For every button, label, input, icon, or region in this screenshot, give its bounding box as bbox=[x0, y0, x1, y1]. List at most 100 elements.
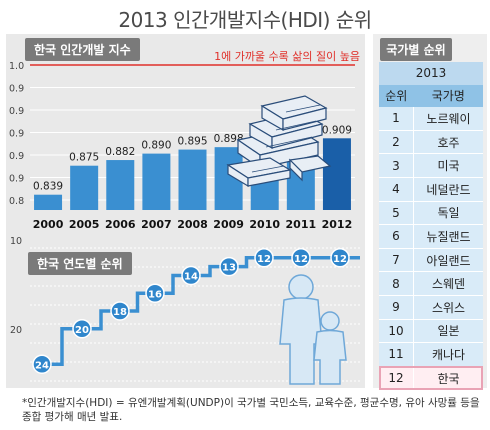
table-cell-rank: 6 bbox=[379, 224, 414, 249]
table-cell-country: 일본 bbox=[437, 324, 460, 339]
rank-marker-dot bbox=[291, 248, 311, 268]
table-row: 5 독일 bbox=[379, 201, 483, 225]
bar-value-label: 0.839 bbox=[33, 181, 63, 193]
bar-y-tick-label: 0.8 bbox=[9, 196, 24, 207]
bar-y-tick-label: 0.9 bbox=[9, 84, 24, 95]
rank-marker-label: 12 bbox=[257, 254, 271, 265]
table-cell-rank: 7 bbox=[379, 248, 414, 272]
bar-chart-title: 한국 인간개발 지수 bbox=[25, 38, 140, 61]
table-cell-country: 호주 bbox=[437, 135, 460, 150]
rank-marker-dot bbox=[145, 283, 165, 303]
table-cell-rank: 12 bbox=[379, 366, 414, 390]
table-cell-country: 노르웨이 bbox=[426, 111, 471, 126]
table-row: 3 미국 bbox=[379, 153, 483, 178]
page-title: 2013 인간개발지수(HDI) 순위 bbox=[118, 8, 372, 32]
table-cell-country: 스웨덴 bbox=[431, 277, 466, 292]
bar-value-label: 0.909 bbox=[322, 124, 352, 136]
table-cell-rank: 4 bbox=[379, 177, 414, 202]
rank-marker: 18 bbox=[110, 301, 130, 321]
rank-marker-label: 14 bbox=[184, 272, 198, 283]
rank-marker-label: 24 bbox=[35, 360, 49, 371]
column-header-country: 국가명 bbox=[413, 84, 483, 108]
bar-value-label: 0.898 bbox=[214, 133, 244, 145]
rank-marker-dot bbox=[72, 319, 92, 339]
table-cell-rank: 5 bbox=[379, 201, 414, 225]
bar-x-label: 2008 bbox=[177, 218, 208, 231]
bar-chart-annotation: 1에 가까울 수록 삶의 질이 높음 bbox=[214, 50, 360, 63]
table-row: 8 스웨덴 bbox=[379, 271, 483, 296]
bar bbox=[106, 160, 135, 210]
table-row: 2 호주 bbox=[379, 130, 483, 154]
rank-marker-label: 13 bbox=[222, 263, 236, 274]
bar-x-label: 2005 bbox=[69, 218, 100, 231]
table-cell-country: 한국 bbox=[437, 371, 460, 386]
table-year: 2013 bbox=[379, 62, 483, 85]
bar-x-label: 2010 bbox=[249, 218, 280, 231]
rank-marker: 16 bbox=[145, 283, 165, 303]
table-cell-rank: 10 bbox=[379, 319, 414, 343]
rank-marker-label: 12 bbox=[333, 254, 347, 265]
bar bbox=[34, 194, 63, 210]
rank-y-tick-label: 20 bbox=[10, 325, 22, 336]
table-cell-country: 독일 bbox=[437, 206, 460, 221]
table-row: 6 뉴질랜드 bbox=[379, 224, 483, 249]
table-row: 12 한국 bbox=[379, 366, 483, 390]
bar-x-label: 2000 bbox=[33, 218, 64, 231]
rank-marker: 12 bbox=[291, 248, 311, 268]
rank-chart-title: 한국 연도별 순위 bbox=[28, 252, 132, 275]
bar-x-label: 2006 bbox=[105, 218, 136, 231]
rank-marker-label: 20 bbox=[75, 325, 89, 336]
bar bbox=[142, 153, 171, 210]
rank-y-tick-label: 10 bbox=[10, 236, 22, 247]
bar-x-label: 2011 bbox=[286, 218, 317, 231]
money-stack-illustration bbox=[226, 95, 332, 188]
table-cell-rank: 9 bbox=[379, 295, 414, 320]
table-row: 7 아일랜드 bbox=[379, 248, 483, 272]
bar-y-tick-label: 0.9 bbox=[9, 106, 24, 117]
bar bbox=[322, 138, 351, 210]
bar-y-tick-label: 0.9 bbox=[9, 151, 24, 162]
country-rank-table: 2013 순위 국가명 1 노르웨이 2 호주 3 미국 4 네덜란드 5 독일 6 뉴질랜드 7 아일랜… bbox=[379, 62, 483, 390]
rank-marker-dot bbox=[254, 248, 274, 268]
rank-marker: 12 bbox=[254, 248, 274, 268]
footnote-line-2: 종합 평가해 매년 발표. bbox=[22, 411, 123, 423]
table-cell-rank: 2 bbox=[379, 130, 414, 154]
country-table-title: 국가별 순위 bbox=[380, 38, 452, 61]
table-row: 11 캐나다 bbox=[379, 342, 483, 367]
bar bbox=[70, 165, 99, 210]
table-row: 10 일본 bbox=[379, 319, 483, 343]
rank-marker-dot bbox=[330, 248, 350, 268]
rank-marker-dot bbox=[110, 301, 130, 321]
table-cell-country: 아일랜드 bbox=[426, 253, 471, 268]
table-cell-country: 네덜란드 bbox=[426, 182, 471, 197]
rank-marker: 24 bbox=[32, 354, 52, 374]
table-row: 4 네덜란드 bbox=[379, 177, 483, 202]
rank-marker: 13 bbox=[219, 256, 239, 277]
bar-value-label: 0.875 bbox=[69, 152, 99, 164]
rank-marker-label: 18 bbox=[113, 307, 127, 318]
footnote-line-1: *인간개발지수(HDI) = 유엔개발계획(UNDP)이 국가별 국민소득, 교… bbox=[22, 397, 480, 409]
column-header-rank: 순위 bbox=[379, 84, 414, 108]
table-row: 9 스위스 bbox=[379, 295, 483, 320]
bar-value-label: 0.895 bbox=[177, 136, 207, 148]
table-cell-rank: 3 bbox=[379, 153, 414, 178]
bar-value-label: 0.882 bbox=[105, 146, 135, 158]
bar-x-label: 2009 bbox=[213, 218, 244, 231]
table-cell-country: 캐나다 bbox=[431, 347, 466, 362]
table-cell-country: 스위스 bbox=[431, 300, 466, 315]
bar bbox=[178, 149, 207, 210]
rank-marker: 12 bbox=[330, 248, 350, 268]
footnote: *인간개발지수(HDI) = 유엔개발계획(UNDP)이 국가별 국민소득, 교… bbox=[22, 396, 482, 424]
bar-y-tick-label: 0.9 bbox=[9, 174, 24, 185]
table-cell-country: 미국 bbox=[437, 159, 460, 174]
table-cell-country: 뉴질랜드 bbox=[426, 229, 471, 244]
family-illustration bbox=[279, 274, 347, 385]
rank-marker-dot bbox=[219, 256, 239, 277]
table-row: 1 노르웨이 bbox=[379, 107, 483, 131]
table-cell-rank: 8 bbox=[379, 271, 414, 296]
bar-y-tick-label: 1.0 bbox=[9, 61, 24, 72]
rank-marker-label: 12 bbox=[294, 254, 308, 265]
rank-marker: 14 bbox=[181, 265, 201, 286]
